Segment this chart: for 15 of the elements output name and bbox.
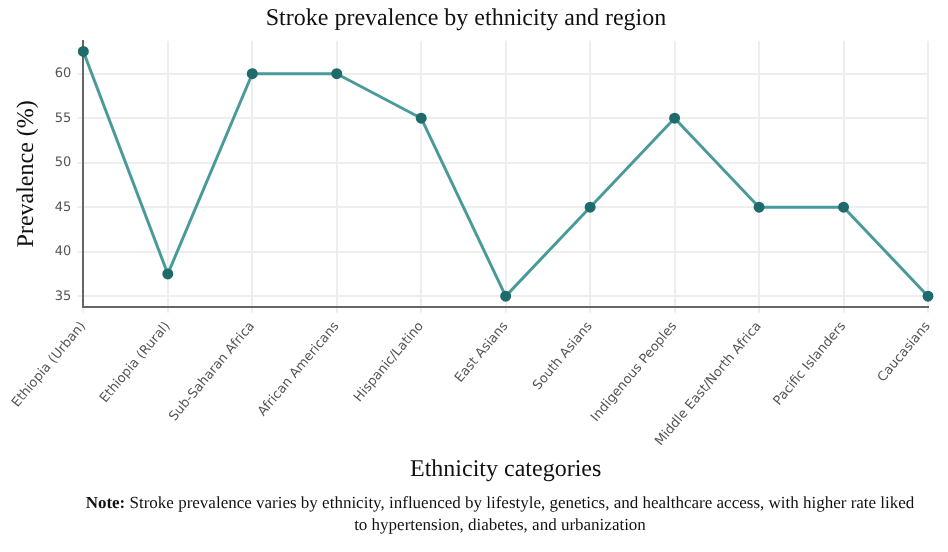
- chart-title: Stroke prevalence by ethnicity and region: [265, 2, 667, 31]
- point: [669, 112, 681, 124]
- point: [246, 68, 258, 80]
- text: Note: Stroke prevalence varies by ethnicity, influenced by lifestyle, genetics, and healthcare access, with higher rate liked to hypertension, diabetes, and urbanization: [83, 492, 917, 537]
- x-axis-title: Ethnicity categories: [410, 453, 602, 482]
- y-axis-title: Prevalence (%): [10, 100, 39, 248]
- point: [838, 201, 850, 213]
- point: [922, 290, 934, 302]
- point: [500, 290, 512, 302]
- point: [415, 112, 427, 124]
- point: [753, 201, 765, 213]
- point: [331, 68, 343, 80]
- point: [77, 45, 89, 57]
- point: [162, 268, 174, 280]
- point: [584, 201, 596, 213]
